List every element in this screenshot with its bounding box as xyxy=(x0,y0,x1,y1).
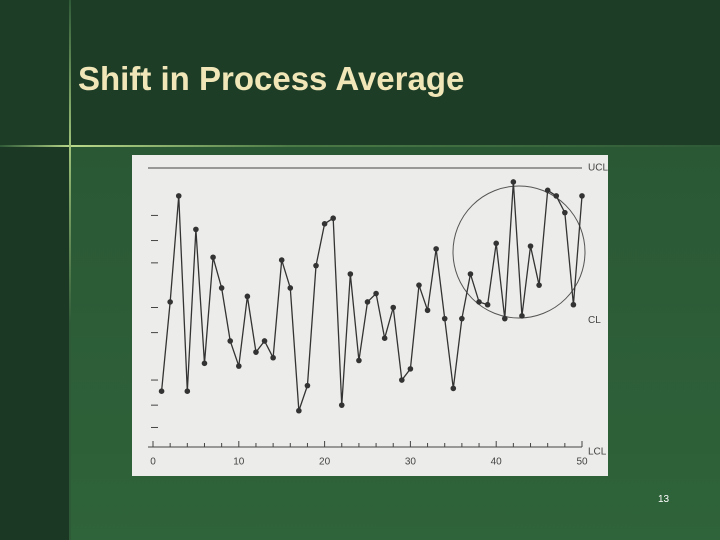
data-point xyxy=(184,388,191,395)
data-point xyxy=(476,299,482,305)
data-point xyxy=(253,349,259,355)
data-point xyxy=(373,290,379,297)
data-point xyxy=(227,338,234,344)
data-point xyxy=(321,221,328,227)
data-point xyxy=(570,301,577,308)
data-point xyxy=(416,282,422,288)
data-point xyxy=(390,304,397,311)
data-point xyxy=(536,282,542,288)
data-point xyxy=(158,388,165,395)
divider xyxy=(0,145,720,147)
data-point xyxy=(167,299,173,305)
slide-title: Shift in Process Average xyxy=(78,60,465,97)
data-point xyxy=(553,193,560,199)
chart-background xyxy=(132,155,608,476)
control-limit-label: CL xyxy=(588,315,601,326)
data-point xyxy=(493,240,500,247)
data-point xyxy=(356,357,362,364)
data-point xyxy=(261,338,268,344)
data-point xyxy=(407,366,414,372)
data-point xyxy=(484,301,491,308)
highlight-circle xyxy=(452,185,586,319)
left-panel xyxy=(0,146,70,540)
data-point xyxy=(330,215,336,222)
data-point xyxy=(519,313,525,319)
data-point xyxy=(579,193,585,199)
data-point xyxy=(193,226,199,233)
data-point xyxy=(467,271,474,277)
data-point xyxy=(381,335,388,341)
data-point xyxy=(313,262,319,269)
control-limit-label: UCL xyxy=(588,163,608,174)
data-point xyxy=(562,209,568,216)
data-point xyxy=(544,187,551,194)
data-point xyxy=(338,402,345,408)
x-tick-label: 10 xyxy=(233,457,245,468)
data-point xyxy=(399,377,405,383)
data-point xyxy=(218,285,225,291)
data-point xyxy=(510,179,517,185)
data-point xyxy=(459,315,465,322)
data-point xyxy=(287,285,294,291)
data-point xyxy=(433,246,439,252)
data-point xyxy=(236,363,242,369)
data-point xyxy=(501,315,508,322)
data-point xyxy=(270,354,276,361)
data-point xyxy=(244,293,251,300)
page-number: 13 xyxy=(658,494,670,505)
data-point xyxy=(304,382,311,389)
x-tick-label: 0 xyxy=(150,457,156,468)
data-point xyxy=(450,385,457,392)
divider xyxy=(69,0,71,540)
data-point xyxy=(424,307,431,314)
data-point xyxy=(527,243,534,249)
x-tick-label: 20 xyxy=(319,457,331,468)
data-line xyxy=(160,181,583,411)
data-point xyxy=(278,257,285,263)
x-tick-label: 50 xyxy=(576,457,588,468)
data-point xyxy=(201,360,208,367)
data-point xyxy=(296,407,302,414)
data-point xyxy=(175,193,182,199)
data-point xyxy=(441,315,448,322)
data-point xyxy=(347,271,354,277)
x-tick-label: 40 xyxy=(491,457,503,468)
data-point xyxy=(210,254,216,261)
data-point xyxy=(364,299,371,305)
control-limit-label: LCL xyxy=(588,447,607,458)
x-tick-label: 30 xyxy=(405,457,417,468)
